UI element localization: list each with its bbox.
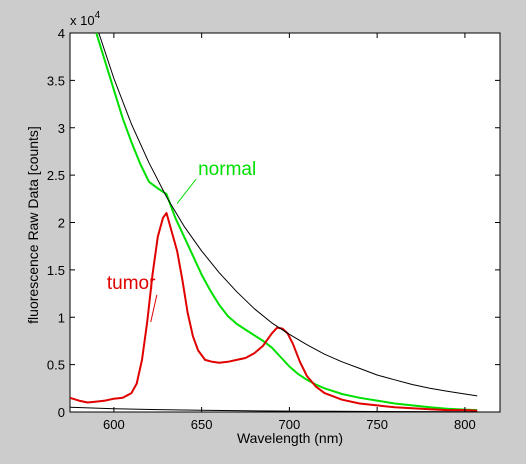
y-tick-label: 2 <box>58 216 65 231</box>
y-axis-ticks: 0 0.5 1 1.5 2 2.5 3 3.5 4 <box>47 26 500 420</box>
y-tick-label: 1 <box>58 310 65 325</box>
plot-area <box>69 32 501 413</box>
x-axis-label: Wavelength (nm) <box>237 430 343 446</box>
y-axis-multiplier: x 104 <box>70 10 101 28</box>
x-tick-label: 650 <box>191 417 213 432</box>
y-tick-label: 0.5 <box>47 358 65 373</box>
y-axis-label: fluorescence Raw Data [counts] <box>25 126 41 324</box>
x-tick-label: 750 <box>366 417 388 432</box>
y-tick-label: 3.5 <box>47 73 65 88</box>
annotation-normal: normal <box>198 159 256 180</box>
x-tick-label: 700 <box>279 417 301 432</box>
y-axis-multiplier-base: x 10 <box>70 13 95 28</box>
series-tumor-line <box>70 212 478 412</box>
y-tick-label: 3 <box>58 121 65 136</box>
annotation-normal-pointer <box>176 178 197 204</box>
x-axis-ticks: 600 650 700 750 800 <box>103 33 476 432</box>
series-layer <box>70 33 478 412</box>
y-tick-label: 1.5 <box>47 263 65 278</box>
y-tick-label: 4 <box>58 26 65 41</box>
x-tick-label: 600 <box>103 417 125 432</box>
annotation-layer: normal tumor <box>107 159 256 323</box>
series-normal-line <box>95 33 478 412</box>
annotation-tumor: tumor <box>107 273 156 294</box>
y-tick-label: 0 <box>58 405 65 420</box>
annotation-tumor-pointer <box>150 294 158 323</box>
y-axis-multiplier-exponent: 4 <box>95 10 101 21</box>
x-tick-label: 800 <box>454 417 476 432</box>
series-3-line <box>98 33 478 397</box>
y-tick-label: 2.5 <box>47 168 65 183</box>
